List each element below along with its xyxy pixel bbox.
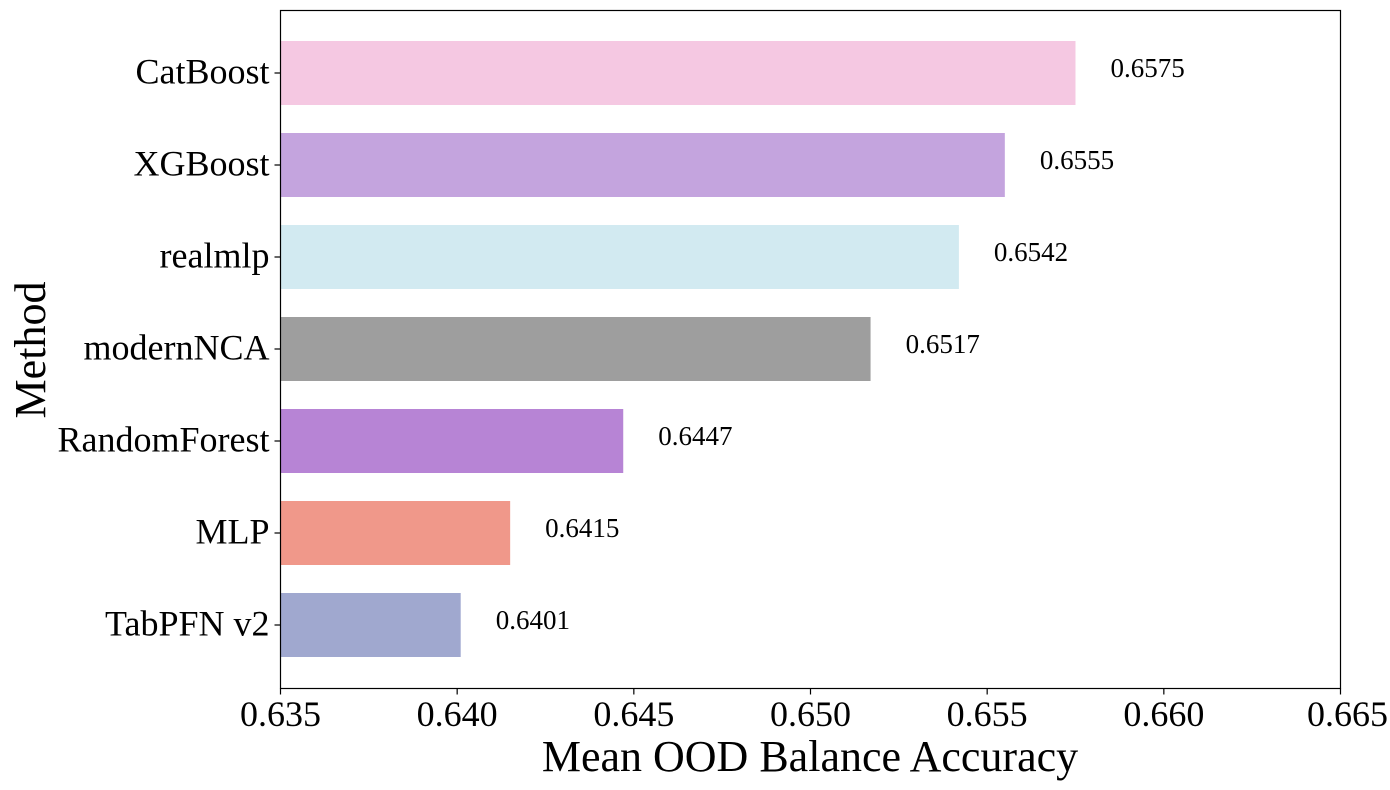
bars	[280, 41, 1076, 657]
category-label-xgboost: XGBoost	[133, 143, 269, 183]
bar-randomforest	[280, 409, 624, 473]
bar-mlp	[280, 501, 511, 565]
y-axis-title: Method	[6, 282, 55, 419]
bar-modernnca	[280, 317, 871, 381]
x-tick-label: 0.640	[417, 694, 498, 734]
x-tick-label: 0.655	[947, 694, 1028, 734]
value-label-randomforest: 0.6447	[658, 421, 732, 451]
value-label-catboost: 0.6575	[1111, 53, 1185, 83]
value-label-tabpfn-v2: 0.6401	[496, 605, 570, 635]
plot-area-frame	[279, 9, 1342, 690]
bar-xgboost	[280, 133, 1005, 197]
category-label-realmlp: realmlp	[160, 235, 270, 275]
category-label-randomforest: RandomForest	[58, 419, 270, 459]
category-label-modernnca: modernNCA	[84, 327, 270, 367]
bar-realmlp	[280, 225, 959, 289]
value-label-realmlp: 0.6542	[994, 237, 1068, 267]
category-label-mlp: MLP	[195, 511, 269, 551]
category-label-catboost: CatBoost	[135, 51, 269, 91]
x-axis-title: Mean OOD Balance Accuracy	[542, 732, 1078, 781]
value-labels: 0.6575 0.6555 0.6542 0.6517 0.6447 0.6415 0.64…	[496, 53, 1185, 635]
x-tick-label: 0.635	[240, 694, 321, 734]
x-axis-ticks: 0.635 0.640 0.645 0.650 0.655 0.660 0.665	[240, 688, 1388, 734]
value-label-xgboost: 0.6555	[1040, 145, 1114, 175]
category-labels: CatBoost XGBoost realmlp modernNCA RandomFor…	[58, 51, 281, 643]
x-tick-label: 0.660	[1123, 694, 1204, 734]
category-label-tabpfn-v2: TabPFN v2	[105, 603, 270, 643]
bar-catboost	[280, 41, 1076, 105]
bar-tabpfn-v2	[280, 593, 461, 657]
value-label-mlp: 0.6415	[545, 513, 619, 543]
x-tick-label: 0.665	[1307, 694, 1388, 734]
x-tick-label: 0.645	[593, 694, 674, 734]
value-label-modernnca: 0.6517	[906, 329, 980, 359]
x-tick-label: 0.650	[770, 694, 851, 734]
